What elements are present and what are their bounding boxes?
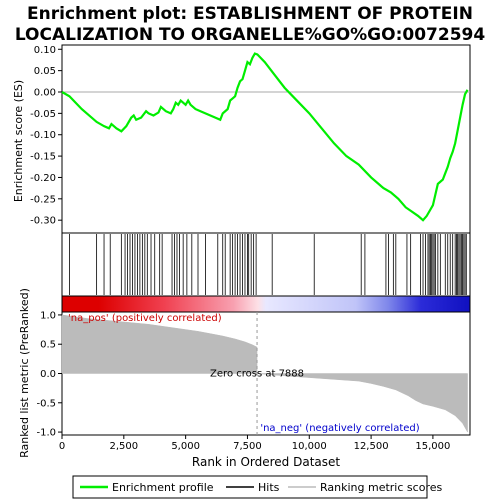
ranking-y-axis-label: Ranked list metric (PreRanked) bbox=[18, 288, 31, 458]
es-y-tick-label: -0.05 bbox=[30, 109, 56, 120]
es-panel: -0.30 -0.25 -0.20 -0.15 -0.10 -0.05 0.00 0.05 0.… bbox=[12, 44, 471, 234]
ranking-y-tick-label: -1.0 bbox=[36, 428, 56, 439]
x-axis-label: Rank in Ordered Dataset bbox=[192, 455, 340, 469]
x-tick-label: 7,500 bbox=[233, 441, 262, 452]
es-y-axis: -0.30 -0.25 -0.20 -0.15 -0.10 -0.05 0.00 0.05 0.… bbox=[30, 45, 62, 227]
es-y-tick-label: 0.10 bbox=[34, 45, 56, 56]
x-tick-label: 12,500 bbox=[354, 441, 389, 452]
x-tick-label: 0 bbox=[59, 441, 65, 452]
legend-hits-label: Hits bbox=[258, 481, 280, 494]
x-axis: 0 2,500 5,000 7,500 10,000 12,500 15,000 bbox=[59, 435, 450, 452]
enrichment-profile-line bbox=[61, 52, 469, 222]
positive-label: 'na_pos' (positively correlated) bbox=[68, 313, 222, 324]
es-panel-frame bbox=[61, 44, 471, 234]
legend-ranking-label: Ranking metric scores bbox=[320, 481, 442, 494]
ranking-y-axis: -1.0 -0.5 0.0 0.5 1.0 bbox=[36, 310, 62, 439]
es-y-axis-label: Enrichment score (ES) bbox=[12, 80, 25, 202]
x-tick-label: 2,500 bbox=[109, 441, 138, 452]
zero-cross-label: Zero cross at 7888 bbox=[210, 369, 304, 380]
ranking-y-tick-label: 0.5 bbox=[40, 340, 56, 351]
ranking-panel: -1.0 -0.5 0.0 0.5 1.0 Zero cross at 7888 'na… bbox=[18, 288, 471, 458]
legend: Enrichment profile Hits Ranking metric s… bbox=[72, 475, 442, 499]
rank-gradient bbox=[61, 295, 471, 313]
es-y-tick-label: -0.30 bbox=[30, 216, 56, 227]
es-y-tick-label: -0.10 bbox=[30, 130, 56, 141]
negative-label: 'na_neg' (negatively correlated) bbox=[260, 423, 419, 434]
ranking-y-tick-label: -0.5 bbox=[36, 398, 56, 409]
legend-enrichment-label: Enrichment profile bbox=[112, 481, 214, 494]
ranking-metric-area bbox=[61, 314, 468, 434]
es-y-tick-label: -0.25 bbox=[30, 194, 56, 205]
hits-panel bbox=[61, 232, 471, 297]
es-y-tick-label: -0.15 bbox=[30, 152, 56, 163]
es-y-tick-label: 0.00 bbox=[34, 88, 56, 99]
x-tick-label: 5,000 bbox=[171, 441, 200, 452]
x-tick-label: 15,000 bbox=[415, 441, 450, 452]
ranking-y-tick-label: 0.0 bbox=[40, 369, 56, 380]
es-y-tick-label: 0.05 bbox=[34, 66, 56, 77]
hit-markers bbox=[69, 234, 467, 295]
es-y-tick-label: -0.20 bbox=[30, 173, 56, 184]
ranking-y-tick-label: 1.0 bbox=[40, 310, 56, 321]
rank-color-bar bbox=[61, 295, 471, 313]
hits-panel-frame bbox=[61, 232, 471, 297]
title-line-2: LOCALIZATION TO ORGANELLE%GO%GO:0072594 bbox=[15, 25, 486, 45]
title-line-1: Enrichment plot: ESTABLISHMENT OF PROTEI… bbox=[27, 4, 473, 24]
x-tick-label: 10,000 bbox=[292, 441, 327, 452]
